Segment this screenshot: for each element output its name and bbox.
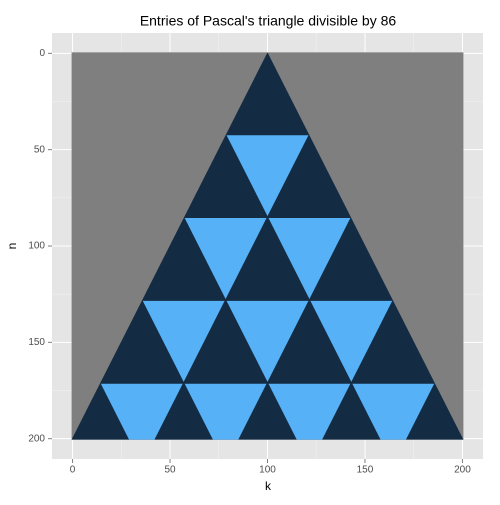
divisible-cells	[184, 383, 267, 440]
x-tick-label: 200	[454, 465, 471, 476]
divisible-cells	[268, 383, 351, 440]
y-tick-label: 100	[28, 241, 45, 252]
x-tick-label: 100	[259, 465, 276, 476]
divisible-cells	[352, 383, 435, 440]
divisible-cells	[226, 135, 309, 217]
divisible-cells	[226, 300, 309, 382]
chart-title: Entries of Pascal's triangle divisible b…	[140, 13, 397, 29]
x-tick-label: 0	[70, 465, 76, 476]
y-tick-label: 150	[28, 337, 45, 348]
y-tick-label: 50	[34, 144, 46, 155]
divisible-cells	[268, 218, 351, 299]
divisible-cells	[184, 218, 267, 299]
divisible-cells	[142, 300, 225, 382]
y-tick-label: 0	[39, 48, 45, 59]
x-tick-label: 150	[357, 465, 374, 476]
divisible-cells	[100, 383, 183, 440]
x-tick-label: 50	[164, 465, 176, 476]
divisible-cells	[310, 300, 393, 382]
y-axis-label: n	[5, 243, 19, 250]
y-tick-label: 200	[28, 433, 45, 444]
x-axis-label: k	[265, 479, 272, 493]
